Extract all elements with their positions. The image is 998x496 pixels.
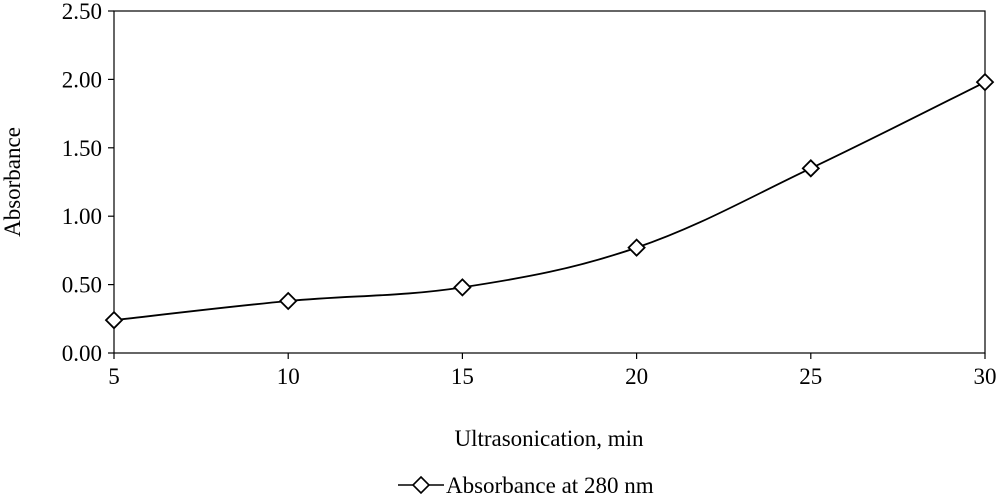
legend: Absorbance at 280 nm — [398, 473, 654, 496]
x-tick-label: 15 — [451, 364, 474, 389]
data-point-5-min — [104, 310, 124, 330]
x-tick-label: 10 — [277, 364, 300, 389]
y-axis-label: Absorbance — [0, 127, 25, 237]
data-point-20-min — [627, 238, 646, 257]
x-tick-label: 30 — [974, 364, 997, 389]
x-axis-label: Ultrasonication, min — [454, 426, 644, 451]
legend-label: Absorbance at 280 nm — [446, 473, 654, 496]
data-point-30-min — [975, 72, 995, 92]
y-tick-label: 2.50 — [62, 0, 102, 24]
y-tick-label: 0.00 — [62, 341, 102, 366]
data-point-10-min — [278, 291, 298, 311]
legend-diamond-marker — [411, 475, 431, 495]
data-point-25-min — [801, 159, 821, 178]
y-tick-label: 1.00 — [62, 204, 102, 229]
x-tick-label: 25 — [799, 364, 822, 389]
x-axis: 5 10 15 20 25 30 — [108, 353, 997, 389]
y-tick-label: 2.00 — [62, 67, 102, 92]
x-tick-label: 20 — [625, 364, 648, 389]
y-tick-label: 1.50 — [62, 136, 102, 161]
x-tick-label: 5 — [108, 364, 120, 389]
data-point-15-min — [453, 278, 472, 297]
y-tick-label: 0.50 — [62, 273, 102, 298]
y-axis: 0.00 0.50 1.00 1.50 2.00 2.50 — [62, 0, 114, 366]
series-layer — [104, 72, 995, 330]
series-line-0 — [113, 81, 986, 322]
plot-area — [113, 10, 986, 354]
